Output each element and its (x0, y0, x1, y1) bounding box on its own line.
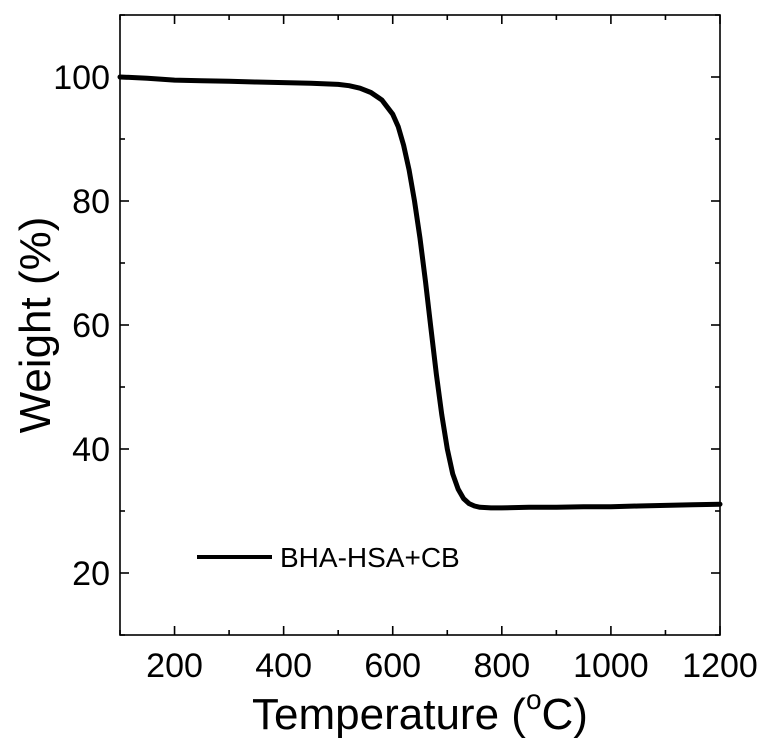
x-tick-label: 800 (473, 647, 530, 685)
x-axis-title-superscript: o (526, 684, 542, 715)
series-line-0 (117, 74, 723, 511)
y-tick-label: 40 (72, 431, 110, 469)
tick-marks (119, 14, 721, 636)
y-tick-label: 60 (72, 307, 110, 345)
series-group (117, 74, 723, 511)
legend-label: BHA-HSA+CB (280, 542, 460, 573)
x-axis-title-main: Temperature ( (252, 690, 526, 739)
x-tick-label: 1000 (573, 647, 649, 685)
y-tick-label: 80 (72, 183, 110, 221)
x-tick-label: 600 (364, 647, 421, 685)
y-tick-labels: 20 40 60 80 100 (53, 59, 110, 593)
x-tick-labels: 200 400 600 800 1000 1200 (146, 647, 758, 685)
x-tick-label: 200 (146, 647, 203, 685)
legend: BHA-HSA+CB (197, 542, 460, 573)
x-tick-label: 1200 (682, 647, 758, 685)
y-tick-label: 100 (53, 59, 110, 97)
y-tick-label: 20 (72, 555, 110, 593)
x-tick-label: 400 (255, 647, 312, 685)
x-axis-title-tail: C) (542, 690, 588, 739)
y-axis-title: Weight (%) (11, 217, 60, 434)
x-axis-title: Temperature (oC) (252, 684, 588, 739)
